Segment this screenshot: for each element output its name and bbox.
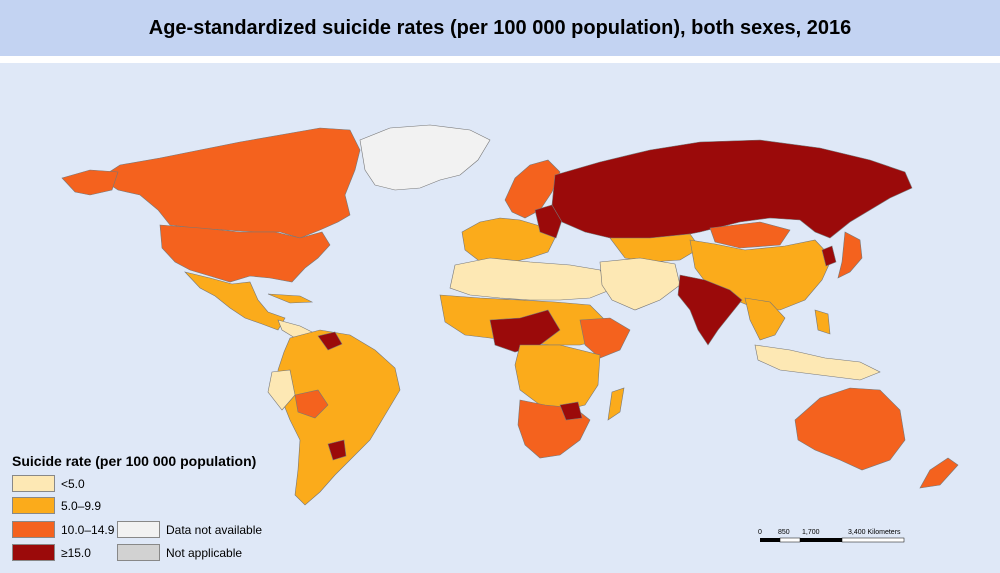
- region-north-africa: [449, 257, 611, 301]
- title-bar: Age-standardized suicide rates (per 100 …: [0, 0, 1000, 56]
- region-western-europe: [461, 217, 556, 266]
- region-central-south-africa: [514, 344, 601, 411]
- legend-item-not-applicable: Not applicable: [117, 544, 242, 561]
- scale-bar: 0 850 1,700 3,400 Kilometers: [756, 529, 916, 549]
- legend-label-mid: 5.0–9.9: [61, 498, 102, 513]
- region-indonesia: [754, 344, 881, 381]
- legend-item-low: <5.0: [12, 475, 85, 492]
- region-new-zealand: [919, 457, 959, 489]
- region-central-asia: [609, 233, 701, 263]
- region-philippines: [814, 309, 831, 335]
- region-middle-east: [599, 257, 681, 311]
- scale-tick-1: 850: [778, 529, 790, 536]
- region-east-africa: [579, 317, 631, 359]
- legend-swatch-not-applicable: [117, 544, 160, 561]
- region-eastern-europe: [534, 204, 563, 239]
- region-central-africa-high: [489, 309, 561, 353]
- legend-label-very-high: ≥15.0: [61, 545, 91, 560]
- scale-tick-0: 0: [758, 529, 762, 536]
- region-russia: [551, 139, 913, 241]
- legend-swatch-very-high: [12, 544, 55, 561]
- scale-tick-2: 1,700: [802, 529, 820, 536]
- region-southeast-asia: [744, 297, 786, 341]
- region-bolivia: [294, 389, 329, 419]
- region-greenland: [359, 124, 491, 191]
- region-australia: [794, 387, 906, 471]
- title-separator: [0, 56, 1000, 63]
- legend-title: Suicide rate (per 100 000 population): [12, 453, 257, 469]
- region-guyana: [317, 331, 343, 351]
- region-zimbabwe: [559, 401, 583, 421]
- region-caribbean: [267, 293, 314, 304]
- region-india: [677, 274, 743, 346]
- legend-swatch-low: [12, 475, 55, 492]
- map-title: Age-standardized suicide rates (per 100 …: [148, 16, 852, 39]
- legend-item-high: 10.0–14.9: [12, 521, 114, 538]
- legend-label-not-applicable: Not applicable: [166, 545, 243, 560]
- legend-swatch-mid: [12, 497, 55, 514]
- scale-tick-3: 3,400 Kilometers: [848, 529, 901, 536]
- legend-label-high: 10.0–14.9: [61, 522, 115, 537]
- region-korea: [821, 245, 837, 267]
- scale-bar-graphic: [760, 537, 905, 543]
- region-peru: [267, 369, 296, 411]
- region-usa: [159, 224, 331, 283]
- legend-swatch-high: [12, 521, 55, 538]
- world-map: [61, 124, 959, 506]
- legend: Suicide rate (per 100 000 population) <5…: [12, 453, 312, 573]
- legend-swatch-na: [117, 521, 160, 538]
- region-alaska: [61, 169, 119, 196]
- legend-label-na: Data not available: [166, 522, 263, 537]
- legend-label-low: <5.0: [61, 476, 85, 491]
- legend-item-na: Data not available: [117, 521, 262, 538]
- map-area: [0, 63, 1000, 573]
- legend-item-mid: 5.0–9.9: [12, 497, 101, 514]
- region-madagascar: [607, 387, 625, 421]
- region-japan: [837, 231, 863, 279]
- legend-item-very-high: ≥15.0: [12, 544, 91, 561]
- region-uruguay: [327, 439, 347, 461]
- region-canada: [99, 127, 361, 239]
- region-mongolia: [709, 221, 791, 249]
